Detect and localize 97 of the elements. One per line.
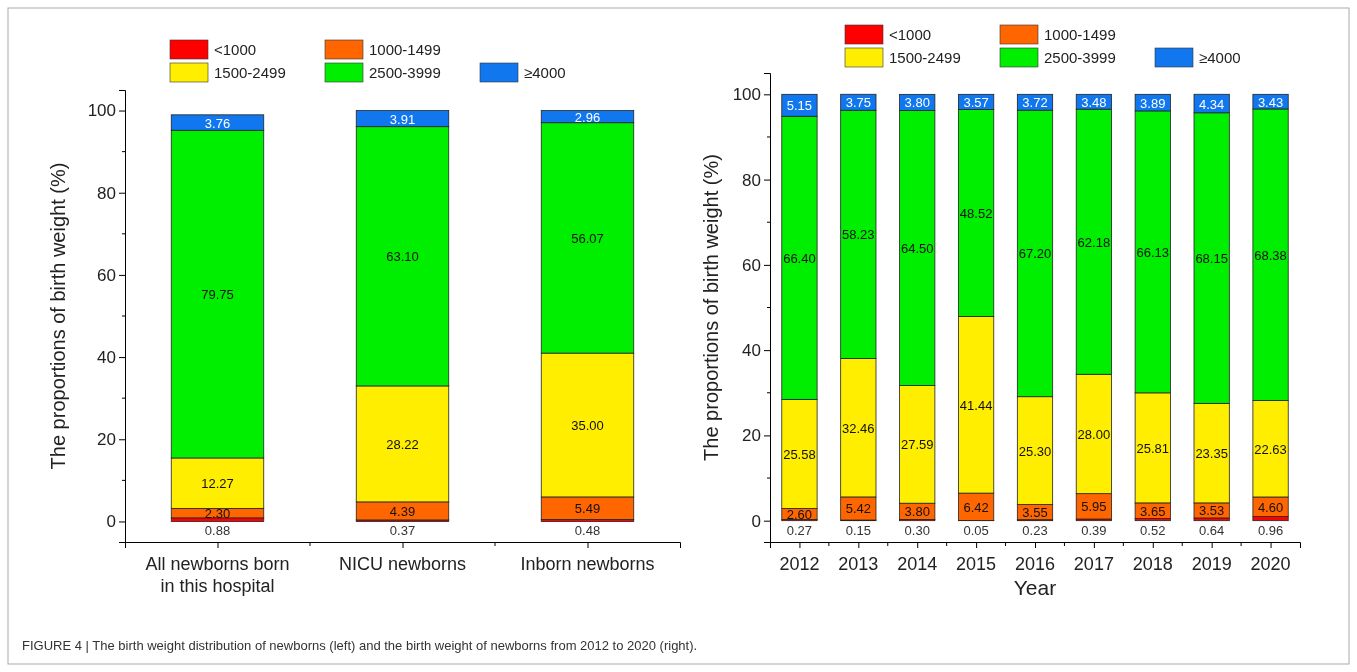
- y-tick-label: 80: [742, 170, 761, 190]
- data-label: 3.75: [845, 95, 871, 111]
- data-label: 25.30: [1018, 443, 1052, 459]
- data-label: 0.05: [963, 522, 989, 538]
- data-label: 3.53: [1199, 503, 1225, 519]
- data-label: 35.00: [571, 418, 604, 434]
- data-label: 5.15: [786, 98, 813, 114]
- legend-label: <1000: [889, 26, 932, 43]
- y-tick-label: 0: [751, 511, 761, 531]
- y-tick-label: 40: [97, 348, 116, 368]
- y-tick-label: 100: [732, 85, 761, 105]
- data-label: 79.75: [201, 287, 234, 303]
- data-label: 25.81: [1136, 440, 1170, 456]
- data-label: 4.60: [1257, 499, 1284, 515]
- y-tick-label: 40: [742, 341, 761, 361]
- data-label: 4.39: [389, 503, 416, 519]
- data-label: 3.65: [1140, 503, 1166, 519]
- data-label: 3.89: [1140, 95, 1166, 111]
- data-label: 22.63: [1254, 441, 1287, 457]
- legend-label: ≥4000: [524, 64, 566, 81]
- data-label: 3.91: [389, 111, 416, 127]
- x-tick-label: 2013: [838, 554, 879, 574]
- x-tick-label: Inborn newborns: [520, 554, 655, 574]
- legend-label: <1000: [214, 41, 257, 58]
- data-label: 64.50: [900, 241, 934, 257]
- x-tick-label: NICU newborns: [338, 554, 467, 574]
- data-label: 0.15: [845, 522, 871, 538]
- data-label: 25.58: [783, 446, 816, 462]
- data-label: 0.39: [1081, 522, 1107, 538]
- data-label: 5.42: [845, 501, 871, 517]
- y-axis-title: The proportions of birth weight (%): [700, 154, 722, 461]
- data-label: 0.64: [1199, 522, 1225, 538]
- x-tick-label: 2019: [1191, 554, 1232, 574]
- legend-label: 1000-1499: [369, 41, 441, 58]
- x-tick-label: 2018: [1132, 554, 1173, 574]
- data-label: 23.35: [1195, 446, 1228, 462]
- data-label: 0.48: [574, 523, 601, 539]
- data-label: 0.23: [1022, 522, 1048, 538]
- y-tick-label: 0: [106, 512, 116, 532]
- x-tick-label: 2014: [897, 554, 938, 574]
- y-tick-label: 20: [742, 426, 761, 446]
- legend-label: ≥4000: [1199, 49, 1241, 66]
- data-label: 3.55: [1022, 505, 1048, 521]
- data-label: 0.88: [204, 523, 231, 539]
- y-tick-label: 20: [97, 430, 116, 450]
- data-label: 0.30: [904, 522, 930, 538]
- y-tick-label: 100: [87, 101, 116, 121]
- x-tick-label: 2012: [779, 554, 820, 574]
- data-label: 58.23: [842, 227, 875, 243]
- data-label: 3.80: [904, 95, 930, 111]
- x-tick-label: 2017: [1073, 554, 1114, 574]
- data-label: 12.27: [201, 476, 234, 492]
- y-axis-title: The proportions of birth weight (%): [47, 162, 69, 470]
- data-label: 3.43: [1257, 94, 1284, 110]
- data-label: 32.46: [842, 420, 875, 436]
- data-label: 66.40: [783, 250, 816, 266]
- legend-label: 1000-1499: [1044, 26, 1116, 43]
- data-label: 0.52: [1140, 522, 1166, 538]
- data-label: 68.15: [1195, 251, 1228, 267]
- caption: FIGURE 4 | The birth weight distribution of newborns (left) and the birth weight of newborns from 2012 to 2020 (right).: [22, 638, 698, 653]
- legend-label: 2500-3999: [1044, 49, 1116, 66]
- legend-label: 1500-2499: [214, 64, 286, 81]
- data-label: 0.27: [786, 522, 813, 538]
- data-label: 3.80: [904, 504, 930, 520]
- x-tick-label: 2015: [956, 554, 997, 574]
- y-tick-label: 60: [97, 265, 116, 285]
- data-label: 48.52: [959, 205, 993, 221]
- data-label: 63.10: [386, 249, 419, 265]
- data-label: 5.95: [1081, 499, 1107, 515]
- x-tick-label: All newborns born in this hospital: [145, 554, 290, 596]
- data-label: 56.07: [571, 230, 604, 246]
- data-label: 0.37: [389, 523, 416, 539]
- data-label: 3.48: [1081, 94, 1107, 110]
- data-label: 6.42: [963, 499, 989, 515]
- y-tick-label: 80: [97, 183, 116, 203]
- data-label: 4.34: [1199, 96, 1225, 112]
- x-axis-title: Year: [1013, 576, 1057, 599]
- data-label: 2.96: [574, 109, 601, 125]
- x-tick-label: 2020: [1250, 554, 1291, 574]
- data-label: 2.60: [786, 506, 813, 522]
- data-label: 3.76: [204, 115, 231, 131]
- x-tick-label: 2016: [1014, 554, 1056, 574]
- data-label: 3.72: [1022, 95, 1048, 111]
- data-label: 5.49: [574, 501, 601, 517]
- data-label: 67.20: [1018, 246, 1052, 262]
- data-label: 27.59: [900, 437, 934, 453]
- data-label: 3.57: [963, 94, 989, 110]
- legend-label: 2500-3999: [369, 64, 441, 81]
- data-label: 68.38: [1254, 247, 1287, 263]
- data-label: 0.96: [1257, 522, 1284, 538]
- y-tick-label: 60: [742, 255, 761, 275]
- data-label: 41.44: [959, 397, 993, 413]
- data-label: 66.13: [1136, 244, 1170, 260]
- legend-label: 1500-2499: [889, 49, 961, 66]
- data-label: 28.00: [1077, 426, 1111, 442]
- data-label: 62.18: [1077, 234, 1111, 250]
- data-label: 28.22: [386, 436, 419, 452]
